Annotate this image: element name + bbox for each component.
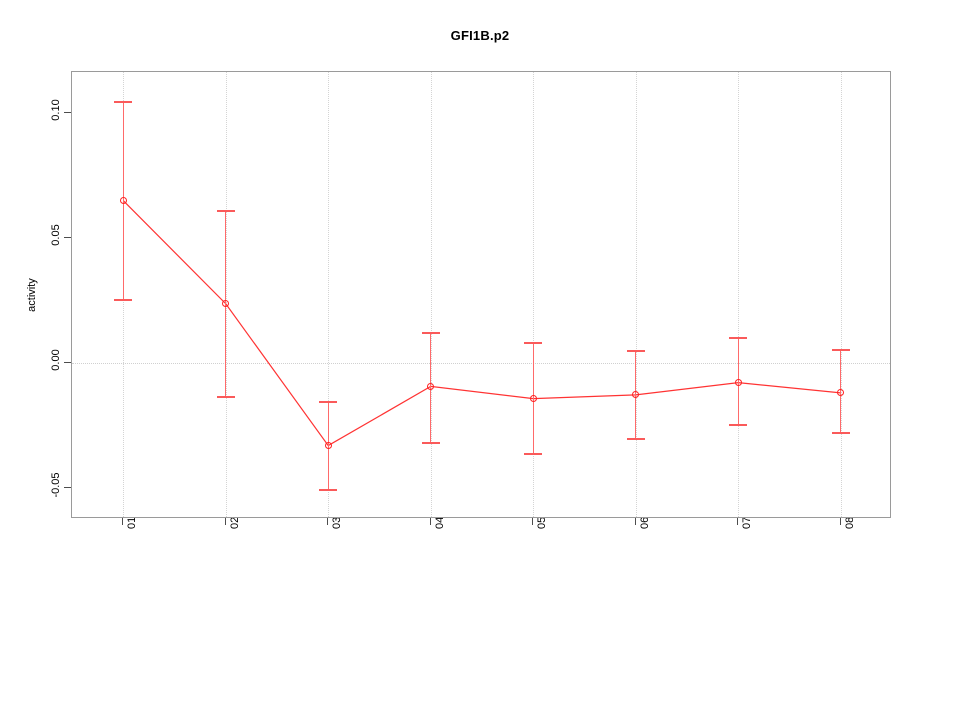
y-tick-mark — [64, 237, 71, 239]
data-point[interactable] — [222, 300, 230, 308]
error-bar-cap-upper — [114, 100, 133, 103]
data-point[interactable] — [324, 442, 332, 450]
data-point[interactable] — [427, 382, 435, 390]
y-tick-mark — [64, 486, 71, 488]
x-tick-mark — [839, 518, 841, 525]
y-tick-label: 0.00 — [50, 349, 62, 371]
x-tick-mark — [429, 518, 431, 525]
data-point[interactable] — [529, 395, 537, 403]
y-tick-label: 0.05 — [50, 224, 62, 246]
y-axis-label: activity — [26, 278, 38, 312]
error-bar-cap-upper — [831, 348, 850, 351]
page-title: GFI1B.p2 — [450, 28, 510, 43]
x-tick-mark — [634, 518, 636, 525]
plot-inner — [72, 72, 890, 517]
error-bar-cap-lower — [114, 299, 133, 302]
gridline-vertical — [430, 72, 432, 517]
x-tick-mark — [532, 518, 534, 525]
gridline-vertical — [840, 72, 842, 517]
error-bar-cap-lower — [319, 489, 338, 492]
data-point[interactable] — [734, 379, 742, 387]
y-tick-mark — [64, 112, 71, 114]
error-bar-cap-lower — [421, 441, 440, 444]
error-bar-cap-upper — [524, 342, 543, 345]
x-tick-mark — [737, 518, 739, 525]
error-bar-cap-upper — [626, 349, 645, 352]
error-bar-cap-upper — [216, 209, 235, 212]
error-bar-cap-lower — [524, 453, 543, 456]
series-polyline — [122, 200, 841, 447]
y-tick-label: 0.10 — [50, 99, 62, 121]
y-tick-label: -0.05 — [50, 472, 62, 498]
series-line — [122, 200, 841, 447]
error-bar-cap-upper — [421, 332, 440, 335]
y-tick-mark — [64, 361, 71, 363]
data-point[interactable] — [119, 197, 127, 205]
data-point[interactable] — [837, 389, 845, 397]
x-tick-mark — [224, 518, 226, 525]
error-bar-cap-upper — [729, 337, 748, 340]
gridline-vertical — [738, 72, 740, 517]
x-tick-mark — [327, 518, 329, 525]
error-bar-cap-lower — [831, 432, 850, 435]
error-bar-cap-lower — [626, 438, 645, 441]
data-point[interactable] — [632, 391, 640, 399]
plot-area — [71, 71, 891, 518]
error-bar-cap-upper — [319, 400, 338, 403]
error-bar-cap-lower — [216, 395, 235, 398]
x-tick-mark — [122, 518, 124, 525]
error-bar-cap-lower — [729, 423, 748, 426]
gridline-zero-reference — [72, 362, 890, 364]
gridline-vertical — [635, 72, 637, 517]
